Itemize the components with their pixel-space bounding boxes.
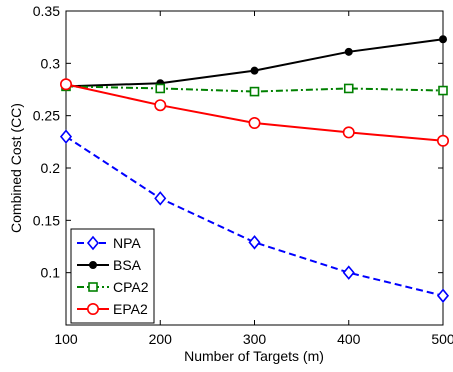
data-point-npa [59, 129, 73, 144]
data-point-bsa [344, 47, 353, 56]
legend-marker-cpa2 [88, 282, 98, 292]
data-point-epa2 [248, 116, 261, 129]
y-axis-label: Combined Cost (CC) [8, 103, 24, 233]
data-point-bsa [250, 66, 259, 75]
data-point-npa [342, 265, 355, 280]
series-epa2 [59, 78, 449, 147]
legend-label-cpa2: CPA2 [113, 279, 149, 295]
x-axis-label: Number of Targets (m) [184, 348, 324, 364]
legend-item-bsa: BSA [77, 257, 142, 273]
data-point-cpa2 [343, 83, 354, 94]
data-point-cpa2 [438, 85, 448, 96]
series-line-bsa [65, 38, 444, 88]
axis-ticks: 100 200 300 400 500 0.1 0.15 0.2 0.25 0.3 0.35 [33, 3, 453, 347]
legend-item-npa: NPA [77, 235, 141, 251]
data-point-npa [154, 191, 167, 206]
legend: NPA BSA CPA2 EPA2 [70, 228, 155, 324]
data-point-epa2 [59, 78, 72, 91]
series-layer [59, 35, 450, 303]
data-point-epa2 [436, 134, 449, 147]
series-bsa [61, 35, 447, 91]
data-point-npa [436, 288, 450, 303]
legend-item-cpa2: CPA2 [77, 279, 149, 295]
x-tick-label: 300 [243, 331, 267, 347]
y-tick-label: 0.1 [41, 265, 61, 281]
legend-item-epa2: EPA2 [77, 301, 148, 317]
data-point-epa2 [154, 99, 167, 112]
data-point-npa [248, 235, 261, 250]
legend-marker-npa [86, 235, 100, 251]
data-point-bsa [438, 35, 447, 44]
y-tick-label: 0.2 [41, 160, 61, 176]
x-tick-label: 400 [337, 331, 361, 347]
data-point-cpa2 [249, 86, 260, 97]
legend-marker-epa2 [87, 302, 100, 315]
y-tick-label: 0.3 [41, 55, 61, 71]
x-tick-label: 200 [149, 331, 173, 347]
x-tick-label: 100 [54, 331, 78, 347]
legend-marker-bsa [89, 260, 98, 269]
series-line-cpa2 [65, 85, 444, 93]
y-tick-label: 0.25 [33, 108, 60, 124]
data-point-epa2 [342, 126, 355, 139]
y-tick-label: 0.35 [33, 3, 60, 19]
legend-label-bsa: BSA [113, 257, 142, 273]
legend-label-epa2: EPA2 [113, 301, 148, 317]
y-tick-label: 0.15 [33, 212, 60, 228]
data-point-cpa2 [155, 83, 166, 94]
legend-label-npa: NPA [113, 235, 141, 251]
legend-box [70, 228, 155, 324]
series-npa [59, 129, 450, 303]
x-tick-label: 500 [431, 331, 453, 347]
